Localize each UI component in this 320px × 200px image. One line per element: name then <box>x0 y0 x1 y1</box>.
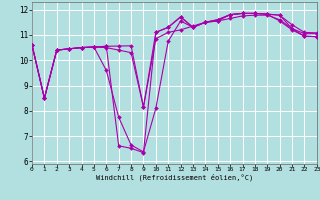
X-axis label: Windchill (Refroidissement éolien,°C): Windchill (Refroidissement éolien,°C) <box>96 174 253 181</box>
